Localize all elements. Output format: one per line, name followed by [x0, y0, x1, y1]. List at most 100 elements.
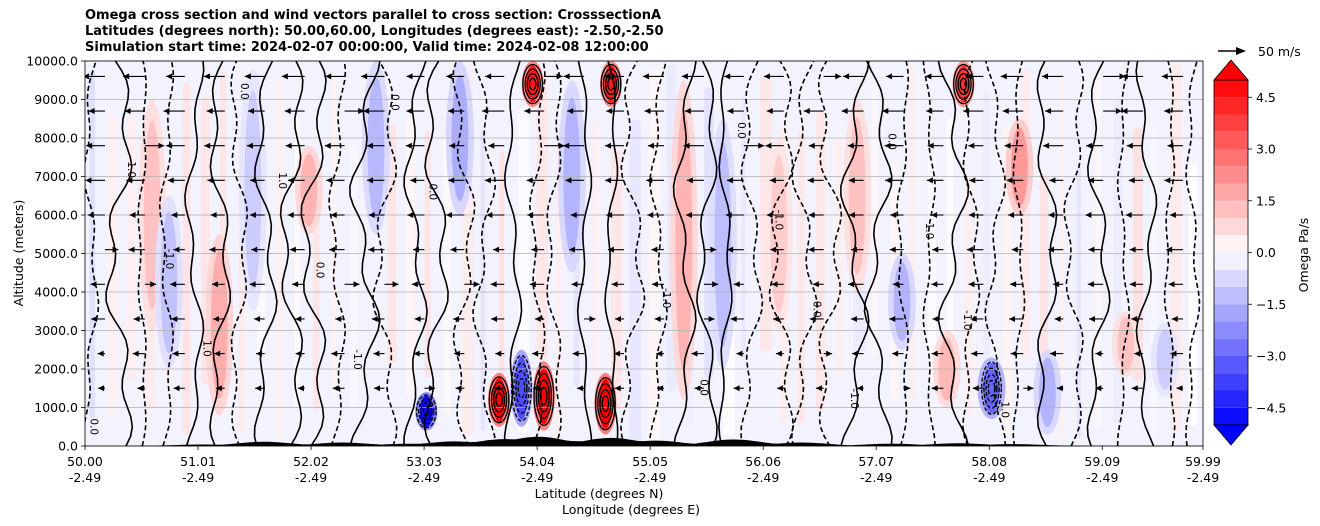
- omega-weak-band: [927, 157, 936, 383]
- contour-zero: [184, 61, 205, 446]
- wind-vector-head: [1027, 385, 1034, 392]
- wind-vector-head: [495, 350, 502, 357]
- contour-zero: [576, 61, 593, 446]
- wind-vector-head: [211, 281, 218, 288]
- omega-weak-band: [946, 117, 954, 374]
- wind-vector-head: [406, 73, 413, 80]
- wind-vector-head: [686, 177, 693, 184]
- wind-vector-head: [1002, 108, 1009, 115]
- wind-vector-head: [851, 350, 858, 357]
- omega-weak-band: [499, 151, 505, 386]
- omega-neg-core: [983, 362, 1000, 414]
- omega-weak-band: [312, 170, 320, 411]
- contour-ring: [604, 73, 618, 96]
- colorbar-label: Omega Pa/s: [1296, 218, 1311, 293]
- contour-label: -1.0: [848, 388, 860, 409]
- wind-vector-head: [524, 108, 531, 115]
- x-tick-label-lat: 59.99: [1185, 454, 1221, 469]
- wind-vector-head: [85, 177, 92, 184]
- y-tick-label: 8000.0: [34, 131, 78, 146]
- wind-vector-head: [725, 212, 732, 218]
- wind-vector-head: [565, 177, 572, 184]
- wind-vector-head: [1131, 315, 1138, 322]
- wind-vector-head: [133, 315, 140, 322]
- wind-vector-head: [292, 281, 299, 288]
- wind-vector-head: [563, 142, 570, 149]
- wind-vector-head: [1161, 73, 1168, 80]
- wind-vector-head: [361, 73, 368, 80]
- colorbar-segment: [1214, 407, 1248, 425]
- contour-ring: [522, 63, 544, 105]
- contour-negative: [790, 61, 818, 446]
- chart-title-line-3: Simulation start time: 2024-02-07 00:00:…: [85, 40, 649, 55]
- contour-negative: [528, 61, 546, 446]
- wind-vector-head: [1164, 177, 1171, 184]
- wind-vector-head: [450, 246, 457, 253]
- wind-vector-head: [651, 281, 658, 288]
- x-tick-label-lon: -2.49: [69, 470, 101, 485]
- wind-vector-head: [904, 385, 911, 392]
- wind-vector-head: [526, 177, 533, 184]
- wind-vector-head: [534, 315, 541, 322]
- omega-weak-band: [797, 130, 805, 424]
- wind-vector-head: [295, 350, 302, 357]
- colorbar-segment: [1214, 166, 1248, 184]
- wind-vector-head: [808, 142, 815, 149]
- colorbar-segment: [1214, 356, 1248, 374]
- wind-vector-head: [558, 142, 565, 149]
- wind-vector-head: [890, 212, 897, 218]
- wind-vector-head: [681, 73, 688, 80]
- wind-vector-head: [284, 108, 291, 115]
- wind-vector-head: [770, 246, 777, 253]
- omega-pos-core: [1011, 127, 1028, 207]
- x-tick-label-lon: -2.49: [521, 470, 553, 485]
- y-tick-label: 0.0: [58, 439, 78, 454]
- wind-vector-head: [207, 177, 214, 184]
- wind-vector-head: [972, 385, 979, 392]
- wind-vector-head: [1004, 142, 1011, 149]
- contour-ring: [418, 398, 435, 425]
- wind-vector-head: [971, 350, 978, 357]
- contour-ring: [597, 382, 614, 425]
- omega-pos-core: [537, 367, 551, 425]
- wind-vector-head: [373, 385, 380, 392]
- wind-vector-head: [614, 385, 621, 392]
- wind-vector-head: [137, 385, 144, 392]
- contour-negative: [768, 61, 795, 446]
- wind-vector-head: [132, 350, 139, 357]
- contour-label: 1.0: [998, 401, 1010, 418]
- wind-vector-head: [446, 73, 453, 80]
- wind-vector-head: [1050, 350, 1057, 357]
- terrain-layer: [85, 436, 1203, 446]
- wind-vector-head: [446, 212, 453, 218]
- wind-vector-head: [589, 315, 596, 322]
- wind-vector-head: [531, 246, 538, 253]
- wind-vector-head: [203, 73, 210, 80]
- wind-vector-head: [726, 177, 733, 184]
- wind-vector-head: [453, 315, 460, 322]
- colorbar-segment: [1214, 97, 1248, 115]
- wind-vector-head: [577, 385, 584, 392]
- x-tick-label-lon: -2.49: [860, 470, 892, 485]
- x-tick-label-lat: 58.08: [971, 454, 1007, 469]
- wind-vector-head: [733, 281, 740, 288]
- contour-ring: [515, 370, 528, 407]
- wind-vector-head: [206, 108, 213, 115]
- wind-vector-head: [405, 142, 412, 149]
- omega-pos-core: [956, 65, 971, 104]
- colorbar-segment: [1214, 149, 1248, 167]
- wind-vector-head: [204, 142, 211, 149]
- wind-vector-head: [247, 108, 254, 115]
- omega-pos-core: [675, 109, 693, 372]
- wind-vector-head: [1128, 177, 1135, 184]
- wind-vector-head: [428, 385, 435, 392]
- wind-vector-head: [892, 350, 899, 357]
- wind-vector-head: [329, 246, 336, 253]
- wind-vector-head: [808, 212, 815, 218]
- x-tick-label-lon: -2.49: [408, 470, 440, 485]
- wind-vector-head: [1167, 142, 1174, 149]
- wind-vector-head: [925, 73, 932, 80]
- wind-vector-layer: [85, 73, 1184, 392]
- y-tick-label: 9000.0: [34, 92, 78, 107]
- wind-vector-head: [449, 142, 456, 149]
